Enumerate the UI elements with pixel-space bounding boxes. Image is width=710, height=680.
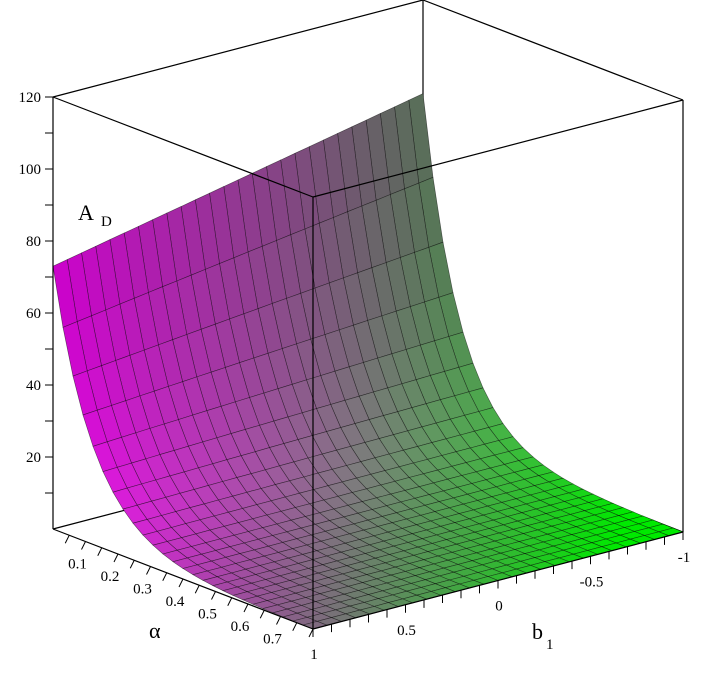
alpha-axis-tick — [162, 572, 168, 581]
alpha-tick-label: 0.1 — [68, 557, 87, 573]
b1-tick-label: 1 — [310, 647, 318, 663]
alpha-axis-tick — [81, 541, 86, 550]
surface-mesh — [52, 93, 684, 630]
alpha-axis-tick — [113, 553, 119, 563]
alpha-axis-tick — [129, 560, 135, 569]
z-tick-label: 120 — [19, 90, 42, 106]
alpha-axis-tick — [64, 535, 70, 544]
box-edge — [312, 99, 684, 198]
alpha-tick-label: 0.5 — [198, 607, 217, 623]
z-tick-label: 20 — [26, 450, 41, 466]
alpha-tick-label: 0.3 — [133, 582, 152, 598]
alpha-axis-tick — [178, 578, 184, 588]
alpha-axis-tick — [211, 591, 216, 600]
alpha-axis-tick — [227, 597, 233, 606]
b1-tick-label: 0 — [495, 599, 503, 615]
alpha-axis-tick — [276, 616, 281, 625]
b1-axis-label: b — [532, 619, 543, 644]
axis-ticks: 20 40 60 80 100 120 0.1 0.2 0.3 0.4 0.5 0.6 0.7 1 0.5 0… — [19, 90, 691, 663]
axis-box-front — [52, 0, 684, 630]
b1-axis-label-subscript: 1 — [546, 637, 554, 653]
box-edge — [52, 0, 424, 98]
b1-tick-label: 0.5 — [397, 623, 416, 639]
alpha-axis-tick — [97, 547, 103, 556]
box-edge — [52, 96, 314, 198]
b1-tick-label: -0.5 — [580, 574, 604, 590]
alpha-tick-label: 0.4 — [166, 594, 185, 610]
alpha-axis-tick — [243, 603, 249, 613]
alpha-axis-label: α — [149, 618, 161, 643]
z-tick-label: 100 — [19, 162, 42, 178]
alpha-axis-tick — [146, 566, 151, 575]
z-axis-label-subscript: D — [101, 214, 112, 230]
z-axis-label: A — [78, 200, 94, 225]
alpha-tick-label: 0.6 — [231, 619, 250, 635]
alpha-axis-tick — [308, 628, 314, 638]
alpha-axis-tick — [292, 622, 298, 631]
b1-tick-label: -1 — [678, 550, 691, 566]
alpha-axis-tick — [259, 610, 265, 619]
alpha-tick-label: 0.2 — [101, 569, 120, 585]
alpha-tick-label: 0.7 — [263, 632, 282, 648]
box-edge — [422, 0, 684, 101]
z-tick-label: 80 — [26, 234, 41, 250]
alpha-axis-tick — [194, 585, 200, 594]
z-tick-label: 60 — [26, 306, 41, 322]
z-tick-label: 40 — [26, 378, 41, 394]
